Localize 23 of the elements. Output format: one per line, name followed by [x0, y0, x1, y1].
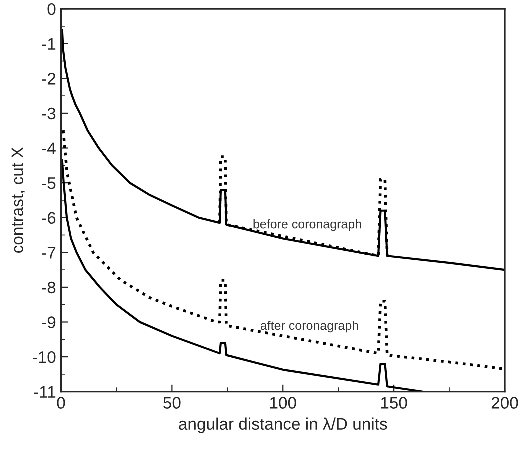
- y-tick-label: 0: [48, 3, 56, 16]
- y-tick-label: -2: [42, 73, 56, 85]
- x-tick-label: 150: [381, 397, 408, 409]
- annotation: before coronagraph: [254, 220, 362, 232]
- line-series: [218, 156, 389, 258]
- y-tick-label: -1: [42, 38, 56, 50]
- x-tick-label: 100: [270, 397, 296, 409]
- y-tick-label: -6: [42, 212, 56, 224]
- x-tick-label: 0: [57, 397, 66, 409]
- y-tick-label: -10: [33, 351, 56, 364]
- y-tick-label: -5: [42, 178, 56, 190]
- y-tick-label: -4: [42, 142, 56, 154]
- y-tick-label: -3: [42, 108, 56, 120]
- annotation: after coronagraph: [260, 320, 358, 333]
- y-tick-label: -11: [34, 386, 56, 398]
- x-tick-label: 200: [492, 397, 518, 409]
- y-tick-label: -9: [42, 316, 56, 328]
- y-tick-label: -7: [42, 247, 56, 259]
- x-axis-title: angular distance in λ/D units: [179, 418, 388, 434]
- x-tick-label: 50: [164, 397, 181, 409]
- y-axis-title: contrast, cut X: [12, 148, 26, 254]
- y-tick-label: -8: [42, 282, 56, 294]
- line-series: [61, 28, 505, 272]
